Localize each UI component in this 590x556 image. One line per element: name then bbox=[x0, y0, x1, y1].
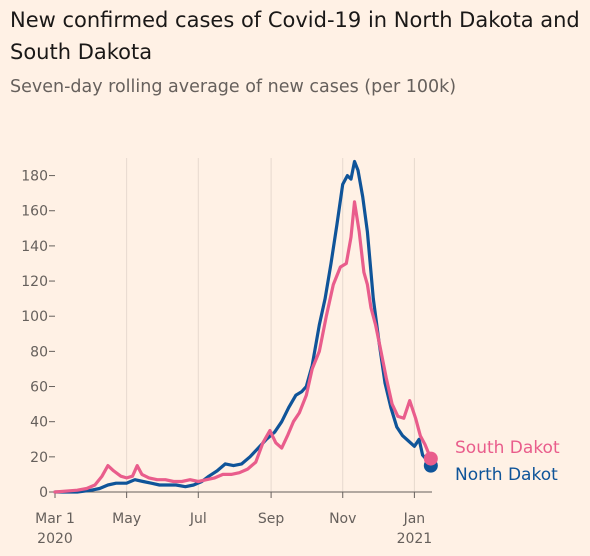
y-tick-label: 160 bbox=[21, 204, 48, 220]
x-tick-label: Sep bbox=[258, 511, 285, 527]
series-line-1 bbox=[53, 159, 433, 494]
x-tick-sublabel: 2021 bbox=[397, 531, 433, 547]
legend-label: South Dakot bbox=[455, 438, 560, 458]
y-tick-label: 180 bbox=[21, 169, 48, 185]
y-axis: 0 20 40 60 80 100 120 140 160 180 bbox=[21, 169, 55, 501]
y-tick-label: 140 bbox=[21, 239, 48, 255]
series-end-marker-2 bbox=[423, 451, 438, 466]
y-tick-label: 40 bbox=[30, 415, 48, 431]
x-tick-sublabel: 2020 bbox=[37, 531, 73, 547]
x-tick-label: May bbox=[112, 511, 141, 527]
legend: South Dakot North Dakot bbox=[455, 438, 560, 485]
chart-title: New confirmed cases of Covid-19 in North… bbox=[10, 8, 580, 64]
x-tick-label: Mar 1 bbox=[35, 511, 75, 527]
series-lines bbox=[53, 159, 438, 494]
x-tick-label: Jan bbox=[403, 511, 426, 527]
y-tick-label: 100 bbox=[21, 309, 48, 325]
x-tick-label: Jul bbox=[189, 511, 207, 527]
series-line-2 bbox=[53, 200, 433, 494]
x-axis: Mar 1 2020 May Jul Sep Nov Jan 2021 bbox=[35, 491, 433, 547]
chart-subtitle: Seven-day rolling average of new cases (… bbox=[10, 77, 457, 97]
y-tick-label: 80 bbox=[30, 344, 48, 360]
x-tick-label: Nov bbox=[329, 511, 356, 527]
x-gridlines bbox=[126, 158, 415, 492]
y-tick-label: 0 bbox=[39, 485, 48, 501]
y-tick-label: 120 bbox=[21, 274, 48, 290]
y-tick-label: 20 bbox=[30, 450, 48, 466]
legend-label: North Dakot bbox=[455, 465, 558, 485]
y-tick-label: 60 bbox=[30, 380, 48, 396]
